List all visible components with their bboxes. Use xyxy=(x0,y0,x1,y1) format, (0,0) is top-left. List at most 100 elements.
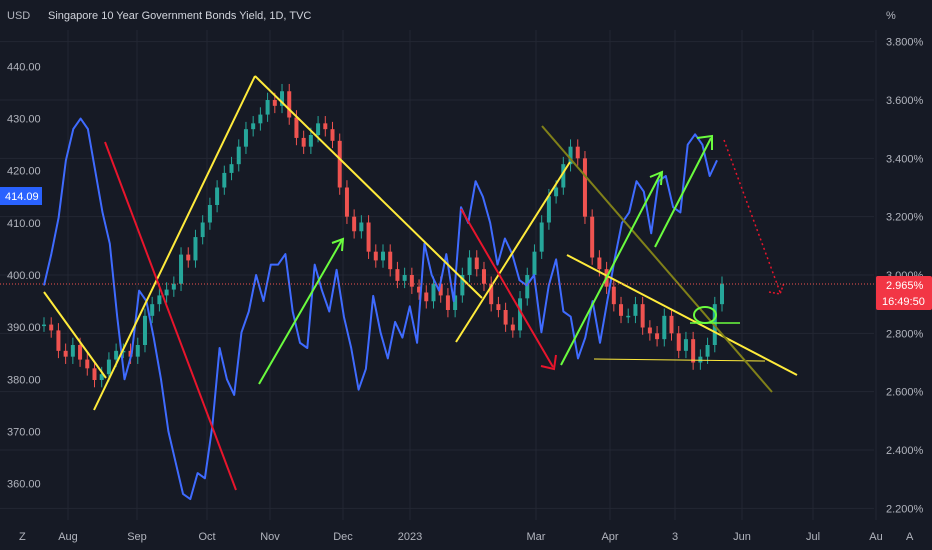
candle-body xyxy=(301,137,306,147)
candle-body xyxy=(546,196,551,223)
candle-body xyxy=(417,286,422,293)
right-axis-tick: 3.400% xyxy=(886,153,924,165)
zoom-reset-button[interactable]: Z xyxy=(19,531,26,543)
time-axis-tick: Aug xyxy=(58,531,78,543)
candle-body xyxy=(561,164,566,188)
candle-body xyxy=(92,368,97,380)
candle-body xyxy=(640,304,645,328)
candle-body xyxy=(691,339,696,363)
candle-body xyxy=(330,129,335,141)
candle-body xyxy=(503,310,508,325)
right-axis-tick: 2.200% xyxy=(886,503,924,515)
left-axis-tick: 420.00 xyxy=(7,166,41,178)
candle-body xyxy=(78,345,83,360)
candle-body xyxy=(272,100,277,106)
candle-body xyxy=(222,172,227,188)
candle-body xyxy=(698,356,703,363)
candle-body xyxy=(179,254,184,284)
candle-body xyxy=(200,222,205,238)
candle-body xyxy=(243,129,248,147)
left-axis-tick: 400.00 xyxy=(7,270,41,282)
time-axis-tick: Nov xyxy=(260,531,280,543)
candle-body xyxy=(554,187,559,197)
red-arrow-1 xyxy=(104,141,237,491)
candle-body xyxy=(229,164,234,173)
yellow-trendline-3 xyxy=(254,75,483,299)
time-axis-tick: Apr xyxy=(601,531,618,543)
candle-body xyxy=(121,350,126,353)
candle-body xyxy=(395,269,400,281)
candle-body xyxy=(676,333,681,351)
candle-body xyxy=(575,146,580,159)
candle-body xyxy=(388,251,393,270)
time-axis-tick: Au xyxy=(869,531,882,543)
time-axis-tick: Dec xyxy=(333,531,353,543)
left-axis: 440.00 430.00 420.00 410.00 400.00 390.00 380.… xyxy=(7,61,41,490)
candle-body xyxy=(539,222,544,252)
candle-body xyxy=(662,315,667,340)
candle-body xyxy=(683,339,688,351)
candle-body xyxy=(99,374,104,380)
candle-body xyxy=(70,345,75,357)
left-axis-tick: 440.00 xyxy=(7,61,41,73)
left-axis-tick: 430.00 xyxy=(7,114,41,126)
candle-body xyxy=(258,114,263,124)
candle-body xyxy=(705,345,710,357)
time-axis-tick: 3 xyxy=(672,531,678,543)
candle-body xyxy=(337,140,342,188)
right-axis-tick: 2.800% xyxy=(886,328,924,340)
green-arrow-3 xyxy=(654,137,712,248)
candle-body xyxy=(135,345,140,357)
last-value-label: 2.965% xyxy=(886,280,924,292)
left-axis-tick: 380.00 xyxy=(7,374,41,386)
right-axis[interactable]: 3.800%3.600%3.400%3.200%3.000%2.800%2.60… xyxy=(886,37,924,516)
green-arrow-2 xyxy=(560,172,662,366)
candle-body xyxy=(597,257,602,270)
candle-body xyxy=(445,295,450,310)
candle-body xyxy=(460,275,465,296)
candle-body xyxy=(251,123,256,130)
candle-body xyxy=(496,304,501,310)
candle-body xyxy=(619,304,624,316)
candle-body xyxy=(366,222,371,252)
candle-body xyxy=(308,135,313,147)
candle-body xyxy=(157,295,162,305)
yellow-trendline-1 xyxy=(43,291,107,379)
red-arrow-2-head xyxy=(540,354,557,371)
yellow-trendline-4 xyxy=(455,161,571,343)
candle-body xyxy=(207,205,212,223)
candle-body xyxy=(49,324,54,331)
left-axis-tick: 370.00 xyxy=(7,426,41,438)
candle-body xyxy=(510,324,515,331)
candle-body xyxy=(128,350,133,357)
time-axis-tick: Jul xyxy=(806,531,820,543)
right-axis-tick: 3.600% xyxy=(886,95,924,107)
green-ellipse xyxy=(693,306,717,324)
right-axis-tick: 3.800% xyxy=(886,37,924,49)
right-axis-tick: 3.200% xyxy=(886,212,924,224)
time-axis[interactable]: Aug Sep Oct Nov Dec 2023 Mar Apr 3 Jun Jul Au xyxy=(58,531,883,543)
candle-body xyxy=(164,289,169,296)
olive-trendline xyxy=(541,125,773,393)
annotations xyxy=(0,75,874,491)
red-dotted-projection xyxy=(723,139,781,293)
yellow-trendline-2 xyxy=(93,75,256,411)
yellow-support-line xyxy=(593,358,766,362)
candle-body xyxy=(359,222,364,232)
candle-body xyxy=(655,333,660,340)
yellow-trendline-5 xyxy=(566,254,798,376)
candle-body xyxy=(294,117,299,138)
candle-body xyxy=(85,359,90,369)
candle-body xyxy=(106,359,111,375)
candle-body xyxy=(316,123,321,135)
left-axis-tick: 390.00 xyxy=(7,322,41,334)
green-arrow-1 xyxy=(258,239,343,385)
candle-body xyxy=(489,283,494,305)
candle-body xyxy=(582,158,587,217)
auto-scale-button[interactable]: A xyxy=(906,531,914,543)
candle-body xyxy=(633,304,638,316)
candle-body xyxy=(647,327,652,334)
last-value-badge xyxy=(876,276,932,310)
candle-body xyxy=(63,350,68,357)
